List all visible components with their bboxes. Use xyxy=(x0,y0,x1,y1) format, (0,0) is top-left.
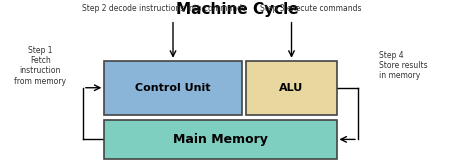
Text: Step 4
Store results
in memory: Step 4 Store results in memory xyxy=(379,51,428,81)
Text: Step 1
Fetch
instruction
from memory: Step 1 Fetch instruction from memory xyxy=(14,45,66,86)
Text: Main Memory: Main Memory xyxy=(173,133,268,146)
Text: Step 3 execute commands: Step 3 execute commands xyxy=(260,4,361,13)
Text: Step 2 decode instructions into commands: Step 2 decode instructions into commands xyxy=(82,4,246,13)
FancyBboxPatch shape xyxy=(104,120,337,159)
Text: Machine Cycle: Machine Cycle xyxy=(176,2,298,17)
FancyBboxPatch shape xyxy=(246,61,337,115)
Text: ALU: ALU xyxy=(279,83,304,93)
FancyBboxPatch shape xyxy=(104,61,242,115)
Text: Control Unit: Control Unit xyxy=(135,83,211,93)
